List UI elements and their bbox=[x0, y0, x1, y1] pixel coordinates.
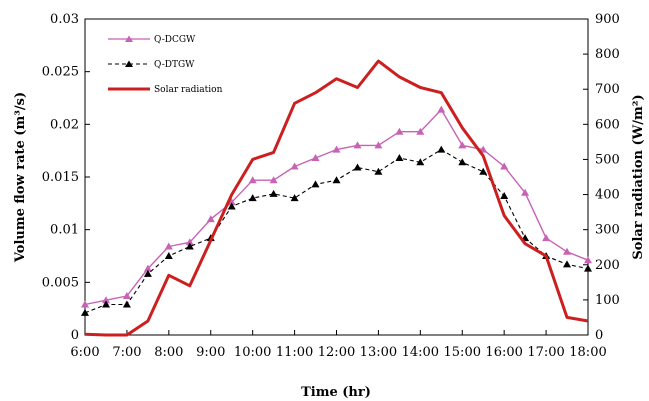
y-right-tick-label: 200 bbox=[595, 258, 620, 273]
x-axis: 6:00 7:00 8:00 9:00 10:00 11:00 12:00 13:00 14:0… bbox=[70, 330, 607, 360]
data-point-q-dtgw bbox=[500, 192, 509, 199]
y-right-tick-label: 800 bbox=[595, 47, 620, 62]
data-point-q-dtgw bbox=[143, 269, 152, 277]
y-right-tick-label: 500 bbox=[595, 152, 620, 167]
y-right-axis: 0 100 200 300 400 500 600 700 800 900 bbox=[583, 12, 620, 343]
data-point-q-dtgw bbox=[437, 145, 446, 153]
data-point-q-dcgw bbox=[206, 215, 215, 223]
y-right-tick-label: 700 bbox=[595, 82, 620, 97]
data-point-q-dcgw bbox=[269, 176, 278, 184]
x-tick-label: 17:00 bbox=[527, 345, 564, 360]
data-point-q-dtgw bbox=[332, 176, 341, 184]
data-point-q-dtgw bbox=[248, 194, 257, 202]
series-line-solar-radiation bbox=[84, 59, 589, 337]
y-left-tick-label: 0 bbox=[71, 328, 79, 343]
data-point-q-dcgw bbox=[584, 256, 592, 264]
y-right-tick-label: 400 bbox=[595, 188, 620, 203]
y-left-tick-label: 0.03 bbox=[50, 12, 79, 27]
legend-marker-q-dcgw bbox=[125, 35, 133, 42]
data-point-q-dcgw bbox=[81, 300, 89, 308]
y-left-tick-label: 0.01 bbox=[50, 223, 79, 238]
data-point-q-dtgw bbox=[416, 158, 425, 166]
legend-label-solar-radiation: Solar radiation bbox=[154, 85, 223, 95]
data-point-q-dtgw bbox=[584, 264, 592, 272]
data-point-q-dtgw bbox=[458, 158, 467, 166]
data-point-q-dtgw bbox=[185, 242, 194, 250]
data-point-q-dcgw bbox=[227, 198, 236, 206]
data-point-q-dcgw bbox=[311, 154, 320, 161]
x-tick-label: 9:00 bbox=[196, 345, 225, 360]
data-point-q-dcgw bbox=[395, 127, 404, 135]
series-layer bbox=[81, 59, 592, 337]
x-axis-title: Time (hr) bbox=[301, 385, 371, 400]
data-point-q-dcgw bbox=[458, 141, 467, 149]
data-point-q-dcgw bbox=[122, 292, 131, 299]
legend: Q-DCGW Q-DTGW Solar radiation bbox=[108, 35, 223, 95]
data-point-q-dtgw bbox=[102, 300, 110, 308]
x-tick-label: 13:00 bbox=[360, 345, 397, 360]
series-line-q-dcgw bbox=[84, 108, 589, 306]
x-tick-label: 10:00 bbox=[234, 345, 271, 360]
x-tick-label: 14:00 bbox=[402, 345, 439, 360]
x-tick-label: 8:00 bbox=[154, 345, 183, 360]
x-tick-label: 18:00 bbox=[569, 345, 606, 360]
data-point-q-dtgw bbox=[164, 252, 173, 259]
data-point-q-dtgw bbox=[269, 189, 278, 197]
y-left-tick-label: 0.005 bbox=[42, 275, 79, 290]
data-point-q-dcgw bbox=[437, 105, 446, 113]
x-tick-label: 15:00 bbox=[444, 345, 481, 360]
y-left-axis: 0 0.005 0.01 0.015 0.02 0.025 0.03 bbox=[42, 12, 90, 343]
y-right-tick-label: 0 bbox=[595, 328, 603, 343]
data-point-q-dtgw bbox=[311, 180, 320, 188]
x-tick-label: 16:00 bbox=[485, 345, 522, 360]
data-point-q-dcgw bbox=[416, 127, 425, 135]
data-point-q-dcgw bbox=[143, 264, 152, 272]
data-point-q-dtgw bbox=[395, 154, 404, 161]
data-point-q-dcgw bbox=[185, 238, 194, 246]
data-point-q-dtgw bbox=[122, 300, 131, 308]
series-line-q-dtgw bbox=[84, 149, 589, 314]
data-point-q-dcgw bbox=[521, 188, 530, 196]
data-point-q-dtgw bbox=[353, 163, 362, 171]
legend-label-q-dcgw: Q-DCGW bbox=[154, 35, 196, 45]
y-left-tick-label: 0.02 bbox=[50, 117, 79, 132]
y-axis-right-title: Solar radiation (W/m²) bbox=[631, 94, 646, 259]
data-point-q-dtgw bbox=[290, 194, 299, 202]
data-point-q-dcgw bbox=[248, 176, 257, 184]
data-point-q-dtgw bbox=[227, 202, 236, 210]
legend-marker-q-dtgw bbox=[125, 60, 133, 67]
data-point-q-dcgw bbox=[290, 162, 299, 170]
data-point-q-dtgw bbox=[563, 260, 571, 268]
data-point-q-dtgw bbox=[81, 308, 89, 316]
data-point-q-dcgw bbox=[353, 141, 362, 149]
data-point-q-dcgw bbox=[374, 141, 383, 149]
data-point-q-dtgw bbox=[374, 167, 383, 175]
data-point-q-dcgw bbox=[102, 296, 110, 304]
y-right-tick-label: 300 bbox=[595, 223, 620, 238]
y-left-tick-label: 0.025 bbox=[42, 65, 79, 80]
y-axis-left-title: Volume flow rate (m³/s) bbox=[13, 92, 28, 263]
legend-label-q-dtgw: Q-DTGW bbox=[154, 60, 195, 70]
y-right-tick-label: 900 bbox=[595, 12, 620, 27]
x-tick-label: 11:00 bbox=[276, 345, 313, 360]
x-tick-label: 7:00 bbox=[112, 345, 141, 360]
y-left-tick-label: 0.015 bbox=[42, 170, 79, 185]
y-right-tick-label: 100 bbox=[595, 293, 620, 308]
data-point-q-dcgw bbox=[542, 234, 551, 242]
data-point-q-dcgw bbox=[563, 247, 571, 255]
data-point-q-dcgw bbox=[332, 145, 341, 153]
x-tick-label: 6:00 bbox=[70, 345, 99, 360]
data-point-q-dcgw bbox=[164, 242, 173, 250]
data-point-q-dcgw bbox=[500, 162, 509, 170]
data-point-q-dtgw bbox=[479, 167, 488, 175]
y-right-tick-label: 600 bbox=[595, 117, 620, 132]
x-tick-label: 12:00 bbox=[318, 345, 355, 360]
